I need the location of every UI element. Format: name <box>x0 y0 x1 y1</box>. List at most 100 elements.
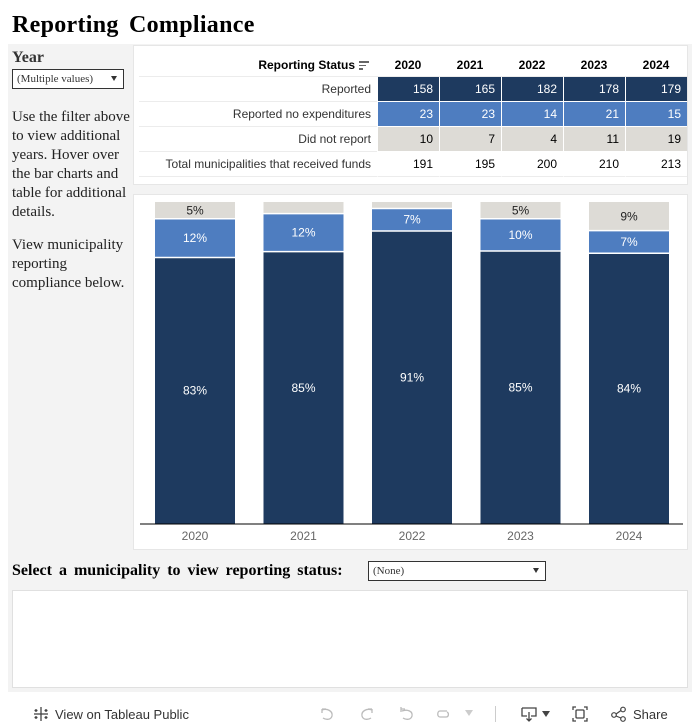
bar-segment-reported-no-expenditures[interactable] <box>155 218 235 258</box>
redo-button[interactable] <box>358 705 376 723</box>
table-cell[interactable]: 165 <box>439 77 501 102</box>
table-cell[interactable]: 213 <box>625 152 687 177</box>
bar-segment-reported[interactable] <box>263 251 344 524</box>
year-filter-value: (Multiple values) <box>17 73 94 85</box>
table-cell[interactable]: 23 <box>377 102 439 127</box>
chevron-down-icon <box>533 568 539 573</box>
table-cell[interactable]: 210 <box>563 152 625 177</box>
bar-segment-reported-no-expenditures[interactable] <box>372 208 452 231</box>
year-header: 2022 <box>501 54 563 77</box>
fullscreen-button[interactable] <box>571 705 589 723</box>
tableau-logo-icon <box>34 707 48 721</box>
refresh-button[interactable] <box>434 705 452 723</box>
data-label: 10% <box>508 228 532 242</box>
data-label: 83% <box>183 384 207 398</box>
table-cell[interactable]: 21 <box>563 102 625 127</box>
bar-segment-did-not-report[interactable] <box>589 202 669 231</box>
data-label: 5% <box>512 203 530 217</box>
table-cell[interactable]: 7 <box>439 127 501 152</box>
caret-down-icon <box>465 710 473 716</box>
table-cell[interactable]: 182 <box>501 77 563 102</box>
bar-segment-reported[interactable] <box>589 253 669 524</box>
bar-segment-reported-no-expenditures[interactable] <box>480 218 561 251</box>
year-filter-dropdown[interactable]: (Multiple values) <box>12 69 124 89</box>
bar-segment-reported[interactable] <box>480 250 561 524</box>
stacked-bar-chart: 83% 12% 5% 2020 85% 12% 2021 91% 7% 2022 85% 10% 5% 2… <box>140 202 683 543</box>
data-label: 9% <box>620 209 638 223</box>
bar-segment-did-not-report[interactable] <box>155 202 235 219</box>
data-label: 84% <box>617 382 641 396</box>
help-text-municipality: View municipality reporting compliance b… <box>12 237 125 291</box>
toolbar-divider <box>495 706 496 722</box>
year-header: 2021 <box>439 54 501 77</box>
table-cell[interactable]: 158 <box>377 77 439 102</box>
bar-segment-reported-no-expenditures[interactable] <box>263 213 344 252</box>
status-table-panel: Reporting Status 2020 2021 2022 2023 202… <box>133 45 688 185</box>
revert-icon <box>400 707 413 720</box>
x-tick-label: 2023 <box>507 529 534 543</box>
refresh-options-button[interactable] <box>465 710 473 716</box>
table-cell[interactable]: 4 <box>501 127 563 152</box>
caret-down-icon <box>542 711 550 717</box>
data-label: 7% <box>620 235 638 249</box>
view-on-tableau-label: View on Tableau Public <box>55 706 189 722</box>
table-cell[interactable]: 23 <box>439 102 501 127</box>
year-header: 2023 <box>563 54 625 77</box>
table-cell[interactable]: 15 <box>625 102 687 127</box>
table-cell[interactable]: 191 <box>377 152 439 177</box>
row-label: Reported <box>139 77 377 102</box>
table-header-row: Reporting Status 2020 2021 2022 2023 202… <box>139 54 687 77</box>
municipality-dropdown[interactable]: (None) <box>368 561 546 581</box>
view-on-tableau-button[interactable]: View on Tableau Public <box>32 705 189 723</box>
table-cell[interactable]: 179 <box>625 77 687 102</box>
table-cell[interactable]: 200 <box>501 152 563 177</box>
sort-icon[interactable] <box>359 61 369 70</box>
bar-segment-reported[interactable] <box>155 257 235 524</box>
year-header: 2020 <box>377 54 439 77</box>
row-header-label: Reporting Status <box>258 58 355 72</box>
bar-segment-reported[interactable] <box>372 230 452 525</box>
row-label: Did not report <box>139 127 377 152</box>
stacked-bar-chart-panel: 83% 12% 5% 2020 85% 12% 2021 91% 7% 2022 85% 10% 5% 2… <box>133 194 688 550</box>
share-icon <box>611 706 626 722</box>
municipality-status-panel <box>12 590 688 688</box>
table-row-reported: Reported 158 165 182 178 179 <box>139 77 687 102</box>
municipality-filter-label: Select a municipality to view reporting … <box>12 562 343 579</box>
table-cell[interactable]: 14 <box>501 102 563 127</box>
table-cell[interactable]: 178 <box>563 77 625 102</box>
download-icon <box>521 707 537 722</box>
data-label: 7% <box>403 213 421 227</box>
redo-icon <box>361 708 373 720</box>
bar-segment-did-not-report[interactable] <box>263 202 344 214</box>
table-cell[interactable]: 10 <box>377 127 439 152</box>
table-cell[interactable]: 19 <box>625 127 687 152</box>
bar-segment-reported-no-expenditures[interactable] <box>589 230 669 254</box>
year-header: 2024 <box>625 54 687 77</box>
table-cell[interactable]: 11 <box>563 127 625 152</box>
page-title: Reporting Compliance <box>12 12 255 38</box>
bar-segment-did-not-report[interactable] <box>372 202 452 209</box>
undo-icon <box>321 708 333 720</box>
x-tick-label: 2024 <box>616 529 643 543</box>
data-label: 85% <box>291 381 315 395</box>
revert-button[interactable] <box>398 705 416 723</box>
download-button[interactable] <box>520 705 550 723</box>
share-label: Share <box>633 706 668 722</box>
data-label: 91% <box>400 370 424 384</box>
refresh-icon <box>437 710 450 718</box>
row-header[interactable]: Reporting Status <box>139 54 377 77</box>
data-label: 12% <box>183 231 207 245</box>
chevron-down-icon <box>111 76 117 81</box>
fullscreen-icon <box>572 706 588 722</box>
x-tick-label: 2020 <box>182 529 209 543</box>
undo-button[interactable] <box>318 705 336 723</box>
bar-segment-did-not-report[interactable] <box>480 202 561 219</box>
share-button[interactable]: Share <box>610 705 668 723</box>
x-tick-label: 2021 <box>290 529 317 543</box>
tableau-toolbar: View on Tableau Public Share <box>0 700 700 727</box>
data-label: 85% <box>508 380 532 394</box>
municipality-dropdown-value: (None) <box>373 565 405 577</box>
table-cell[interactable]: 195 <box>439 152 501 177</box>
x-tick-label: 2022 <box>399 529 426 543</box>
table-row-did-not-report: Did not report 10 7 4 11 19 <box>139 127 687 152</box>
